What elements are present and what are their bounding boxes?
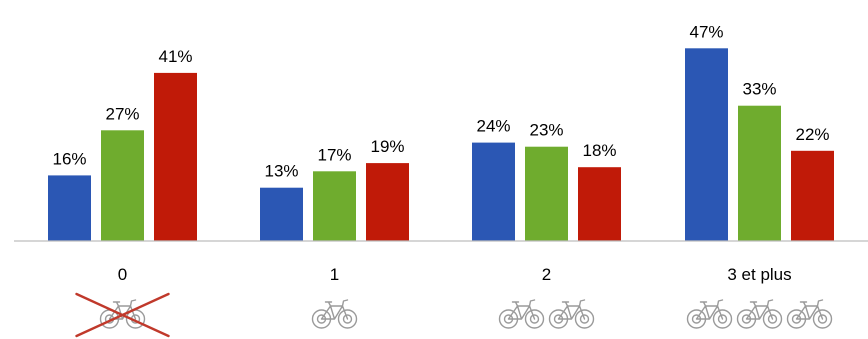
bar-1-series-2 [313,171,356,241]
bars-layer [48,48,834,242]
bar-3-et-plus-series-1 [685,48,728,241]
category-labels-layer: 0 1 2 3 et plus [118,265,792,284]
category-icons-layer [75,292,833,338]
value-label: 19% [370,137,404,156]
bar-2-series-2 [525,146,568,241]
bicycle-icon [786,299,833,329]
value-label: 22% [795,125,829,144]
value-labels-layer: 16% 27% 41% 13% 17% 19% 24% 23% 18% 47% 33% 22% [52,22,829,180]
category-label: 0 [118,265,127,284]
category-label: 3 et plus [727,265,791,284]
bicycle-icon [311,299,358,329]
value-label: 27% [105,104,139,123]
category-label: 2 [542,265,551,284]
bar-0-series-1 [48,175,91,241]
value-label: 47% [689,22,723,41]
value-label: 33% [742,80,776,99]
cross-out-icon [75,292,170,338]
value-label: 41% [158,47,192,66]
bicycle-icon [498,299,545,329]
bar-2-series-3 [578,167,621,241]
bar-2-series-1 [472,142,515,241]
bar-0-series-2 [101,130,144,241]
bicycle-icon [686,299,733,329]
category-label: 1 [330,265,339,284]
bar-1-series-1 [260,187,303,241]
value-label: 17% [317,145,351,164]
bicycle-icon [736,299,783,329]
bar-0-series-3 [154,72,197,242]
bicycle-icon [548,299,595,329]
value-label: 16% [52,149,86,168]
value-label: 18% [582,141,616,160]
bar-1-series-3 [366,163,409,241]
value-label: 13% [264,162,298,181]
bar-3-et-plus-series-3 [791,150,834,241]
bar-3-et-plus-series-2 [738,105,781,241]
value-label: 24% [476,117,510,136]
value-label: 23% [529,121,563,140]
